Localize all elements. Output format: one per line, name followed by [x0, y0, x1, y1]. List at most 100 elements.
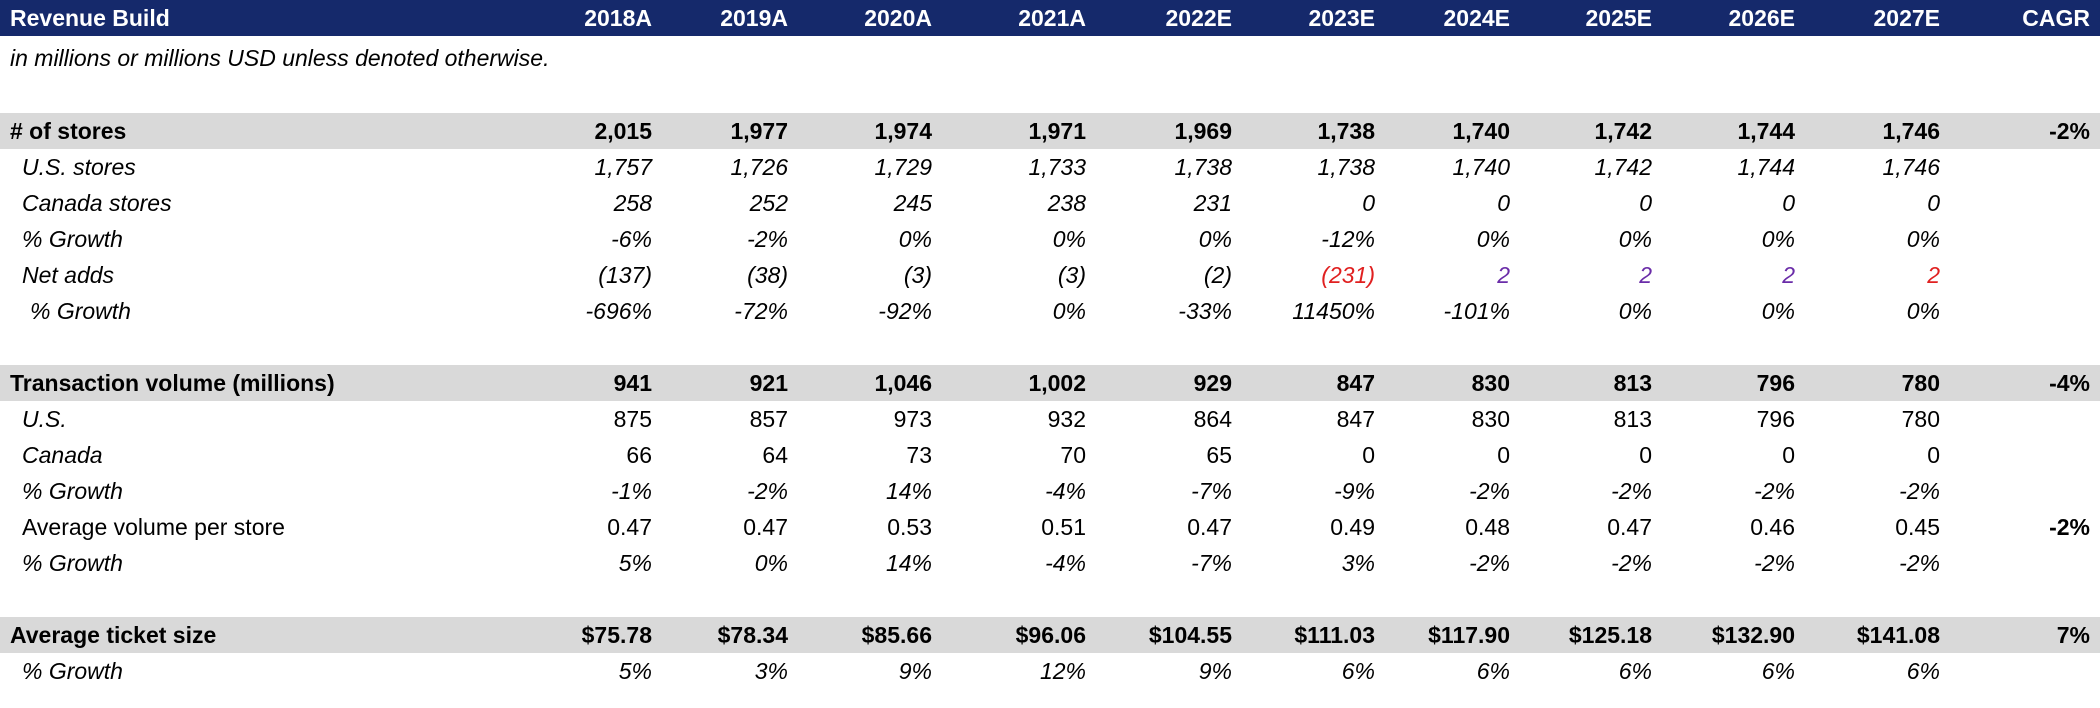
cell-2026e: 0 — [1782, 190, 1795, 216]
cell-2023e: 1,738 — [1317, 118, 1375, 144]
cell-2020a: 9% — [898, 658, 932, 684]
cell-cagr: -4% — [2049, 370, 2090, 396]
col-header-2021a: 2021A — [1018, 5, 1086, 31]
cell-2023e: $111.03 — [1294, 622, 1375, 648]
cell-2022e: 0.47 — [1187, 514, 1232, 540]
row-avg-ticket-size: Average ticket size $75.78 $78.34 $85.66 $96… — [0, 617, 2100, 653]
cell-2021a: -4% — [1045, 478, 1086, 504]
cell-2018a: -6% — [611, 226, 652, 252]
header-row: Revenue Build 2018A 2019A 2020A 2021A 20… — [0, 0, 2100, 36]
cell-2026e: 0.46 — [1750, 514, 1795, 540]
cell-2027e: 780 — [1901, 406, 1940, 432]
cell-cagr: -2% — [2049, 118, 2090, 144]
cell-2024e: 0% — [1476, 226, 1510, 252]
cell-2020a: 245 — [893, 190, 932, 216]
cell-2023e: -12% — [1321, 226, 1375, 252]
cell-2025e: 0% — [1618, 298, 1652, 324]
cell-2020a: (3) — [903, 262, 932, 288]
row-stores-us: U.S. stores 1,757 1,726 1,729 1,733 1,738 1,73… — [0, 149, 2100, 185]
col-header-cagr: CAGR — [2022, 5, 2090, 31]
row-avg-volume-per-store: Average volume per store 0.47 0.47 0.53 0.51… — [0, 509, 2100, 545]
cell-cagr — [1950, 401, 2090, 437]
cell-2025e: 813 — [1613, 406, 1652, 432]
row-label: Canada — [22, 442, 103, 468]
cell-cagr — [1950, 185, 2090, 221]
cell-2023e: 847 — [1336, 370, 1375, 396]
cell-2023e: 847 — [1336, 406, 1375, 432]
cell-2023e: 0 — [1362, 190, 1375, 216]
cell-2021a: 1,971 — [1028, 118, 1086, 144]
cell-2022e: $104.55 — [1148, 622, 1232, 648]
col-header-2018a: 2018A — [584, 5, 652, 31]
cell-2026e: 1,744 — [1737, 118, 1795, 144]
cell-2018a: $75.78 — [581, 622, 652, 648]
cell-2021a: 70 — [1060, 442, 1086, 468]
cell-2027e: 780 — [1901, 370, 1940, 396]
cell-2018a: 5% — [618, 550, 652, 576]
cell-2022e: 0% — [1198, 226, 1232, 252]
cell-2022e: 65 — [1206, 442, 1232, 468]
col-header-2020a: 2020A — [864, 5, 932, 31]
cell-2026e: 1,744 — [1737, 154, 1795, 180]
cell-2024e: 830 — [1471, 370, 1510, 396]
cell-2024e: 1,740 — [1452, 154, 1510, 180]
cell-2027e: 6% — [1906, 658, 1940, 684]
cell-2018a: 941 — [613, 370, 652, 396]
cell-2021a: (3) — [1057, 262, 1086, 288]
cell-cagr — [1950, 149, 2090, 185]
cell-2023e: 1,738 — [1317, 154, 1375, 180]
cell-2019a: 0.47 — [743, 514, 788, 540]
col-header-2024e: 2024E — [1443, 5, 1510, 31]
cell-2022e: 9% — [1198, 658, 1232, 684]
cell-2026e: 0 — [1782, 442, 1795, 468]
cell-2021a: 0% — [1052, 226, 1086, 252]
cell-2026e: -2% — [1754, 550, 1795, 576]
cell-cagr — [1950, 653, 2090, 689]
row-stores-canada: Canada stores 258 252 245 238 231 0 0 0 0 0 — [0, 185, 2100, 221]
cell-2020a: 0.53 — [887, 514, 932, 540]
cell-2020a: 1,046 — [874, 370, 932, 396]
cell-2025e: 6% — [1618, 658, 1652, 684]
cell-2024e: 1,740 — [1452, 118, 1510, 144]
cell-2027e: 0% — [1906, 298, 1940, 324]
col-header-2026e: 2026E — [1728, 5, 1795, 31]
cell-2019a: 1,977 — [730, 118, 788, 144]
row-label: # of stores — [10, 118, 127, 144]
cell-2024e: 0.48 — [1465, 514, 1510, 540]
row-txn-volume-total: Transaction volume (millions) 941 921 1,046… — [0, 365, 2100, 401]
cell-2025e: 1,742 — [1594, 154, 1652, 180]
cell-2025e: $125.18 — [1568, 622, 1652, 648]
cell-2027e: 1,746 — [1882, 118, 1940, 144]
cell-2024e: 6% — [1476, 658, 1510, 684]
cell-2027e: -2% — [1899, 478, 1940, 504]
row-net-adds-growth: % Growth -696% -72% -92% 0% -33% 11450% -101% 0%… — [0, 293, 2100, 329]
cell-2024e: -2% — [1469, 478, 1510, 504]
cell-2021a: 932 — [1047, 406, 1086, 432]
row-avg-ticket-growth: % Growth 5% 3% 9% 12% 9% 6% 6% 6% 6% 6% — [0, 653, 2100, 689]
cell-2019a: -2% — [747, 226, 788, 252]
col-header-2025e: 2025E — [1585, 5, 1652, 31]
row-label: % Growth — [22, 478, 123, 504]
cell-2024e: 0 — [1497, 442, 1510, 468]
cell-cagr — [1950, 545, 2090, 581]
cell-2023e: -9% — [1334, 478, 1375, 504]
cell-2020a: 1,974 — [874, 118, 932, 144]
cell-cagr — [1950, 437, 2090, 473]
row-label: Canada stores — [22, 190, 172, 216]
cell-2025e: 2 — [1639, 262, 1652, 288]
row-label: Net adds — [22, 262, 115, 288]
cell-2022e: 864 — [1193, 406, 1232, 432]
row-stores-growth: % Growth -6% -2% 0% 0% 0% -12% 0% 0% 0% 0% — [0, 221, 2100, 257]
cell-2018a: 66 — [626, 442, 652, 468]
cell-2018a: 5% — [618, 658, 652, 684]
cell-2023e: 0 — [1362, 442, 1375, 468]
cell-2025e: 0 — [1639, 442, 1652, 468]
cell-2026e: 0% — [1761, 298, 1795, 324]
cell-2018a: 0.47 — [607, 514, 652, 540]
cell-2021a: 1,002 — [1028, 370, 1086, 396]
row-net-adds: Net adds (137) (38) (3) (3) (2) (231) 2 2 2 2 — [0, 257, 2100, 293]
cell-2025e: -2% — [1611, 550, 1652, 576]
cell-2019a: -72% — [734, 298, 788, 324]
cell-2019a: -2% — [747, 478, 788, 504]
col-header-2027e: 2027E — [1873, 5, 1940, 31]
